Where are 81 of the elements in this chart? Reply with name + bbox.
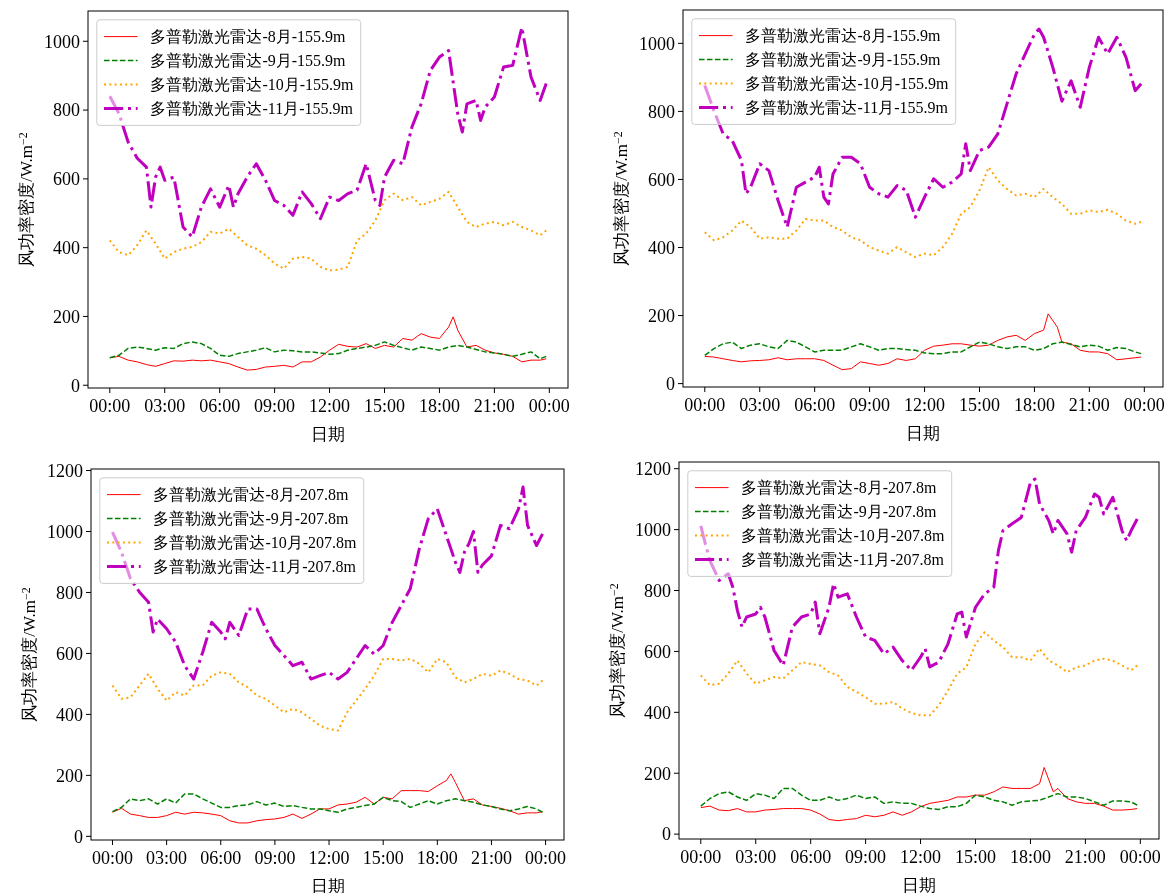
x-tick-label: 00:00 [1123,395,1165,415]
legend-label: 多普勒激光雷达-11月-155.9m [150,100,354,118]
legend-label: 多普勒激光雷达-8月-155.9m [150,28,347,46]
y-tick-label: 1000 [47,521,83,542]
y-tick-label: 200 [644,763,671,784]
x-tick-label: 06:00 [199,396,241,416]
legend-label: 多普勒激光雷达-8月-207.8m [153,486,350,504]
x-tick-label: 06:00 [790,847,832,867]
y-tick-label: 800 [648,101,675,122]
y-tick-label: 400 [56,704,83,725]
x-tick-label: 03:00 [144,396,186,416]
legend-label: 多普勒激光雷达-9月-207.8m [741,503,938,521]
x-tick-label: 18:00 [1013,395,1055,415]
y-tick-label: 200 [53,306,80,327]
x-tick-label: 18:00 [1009,847,1051,867]
y-tick-label: 1000 [44,31,80,52]
y-tick-label: 1200 [635,459,671,479]
x-tick-label: 09:00 [254,848,296,868]
x-tick-label: 15:00 [362,848,404,868]
y-tick-label: 400 [53,237,80,258]
x-tick-label: 18:00 [418,396,460,416]
legend-label: 多普勒激光雷达-10月-207.8m [153,534,358,552]
x-tick-label: 03:00 [146,848,188,868]
y-tick-label: 0 [71,375,80,396]
y-tick-label: 1000 [635,519,671,540]
y-tick-label: 600 [648,169,675,190]
x-tick-label: 15:00 [363,396,406,416]
x-tick-label: 21:00 [1068,395,1110,415]
legend-label: 多普勒激光雷达-9月-207.8m [153,510,350,528]
x-axis-title: 日期 [906,424,940,443]
x-axis-title: 日期 [902,876,936,893]
legend-label: 多普勒激光雷达-8月-155.9m [745,27,942,45]
y-tick-label: 200 [56,765,83,786]
x-tick-label: 03:00 [739,395,781,415]
legend-label: 多普勒激光雷达-11月-207.8m [153,558,357,576]
x-tick-label: 21:00 [470,848,512,868]
legend-label: 多普勒激光雷达-9月-155.9m [150,52,347,70]
x-tick-label: 09:00 [254,396,296,416]
x-tick-label: 21:00 [473,396,515,416]
y-tick-label: 800 [56,582,83,603]
legend-label: 多普勒激光雷达-11月-207.8m [741,551,945,569]
y-tick-label: 600 [644,641,671,662]
x-tick-label: 15:00 [958,395,1001,415]
legend-label: 多普勒激光雷达-11月-155.9m [745,99,949,117]
x-tick-label: 21:00 [1064,847,1106,867]
y-tick-label: 400 [648,237,675,258]
x-tick-label: 15:00 [954,847,997,867]
legend-label: 多普勒激光雷达-8月-207.8m [741,479,938,497]
x-tick-label: 18:00 [416,848,458,868]
legend-label: 多普勒激光雷达-10月-207.8m [741,527,946,545]
legend-label: 多普勒激光雷达-10月-155.9m [150,76,355,94]
y-tick-label: 800 [644,580,671,601]
x-tick-label: 00:00 [680,847,722,867]
y-tick-label: 600 [53,169,80,190]
y-tick-label: 600 [56,643,83,664]
y-tick-label: 1200 [47,460,83,481]
x-tick-label: 06:00 [794,395,836,415]
x-tick-label: 00:00 [89,396,131,416]
x-tick-label: 12:00 [308,848,350,868]
y-tick-label: 0 [74,826,83,847]
x-tick-label: 00:00 [684,395,726,415]
x-tick-label: 12:00 [309,396,351,416]
y-tick-label: 400 [644,702,671,723]
x-tick-label: 00:00 [1119,847,1161,867]
y-tick-label: 0 [662,824,671,845]
x-tick-label: 09:00 [849,395,891,415]
x-tick-label: 12:00 [904,395,946,415]
y-tick-label: 0 [666,373,675,394]
x-tick-label: 03:00 [735,847,777,867]
y-tick-label: 800 [53,100,80,121]
y-tick-label: 200 [648,305,675,326]
x-tick-label: 00:00 [91,848,133,868]
x-tick-label: 00:00 [525,848,567,868]
x-tick-label: 06:00 [200,848,242,868]
x-tick-label: 00:00 [528,396,570,416]
y-tick-label: 1000 [639,33,675,54]
x-tick-label: 12:00 [900,847,942,867]
x-axis-title: 日期 [311,425,345,444]
x-tick-label: 09:00 [845,847,887,867]
legend-label: 多普勒激光雷达-9月-155.9m [745,51,942,69]
legend-label: 多普勒激光雷达-10月-155.9m [745,75,950,93]
